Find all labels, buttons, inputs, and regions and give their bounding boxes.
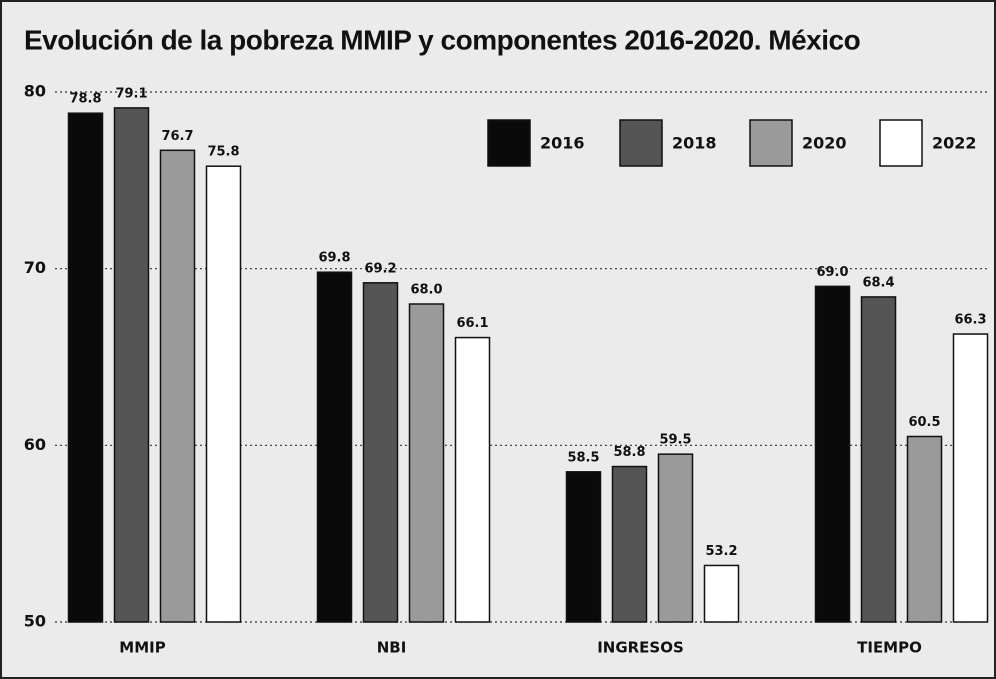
bar [611, 465, 648, 623]
value-label: 53.2 [705, 544, 737, 559]
value-label: 58.8 [613, 445, 645, 460]
value-label: 68.4 [862, 275, 894, 290]
y-tick-label: 80 [24, 82, 46, 101]
bar [159, 149, 196, 623]
x-tick-label: INGRESOS [597, 639, 684, 657]
y-tick-label: 50 [24, 612, 46, 631]
value-label: 69.8 [318, 251, 350, 266]
bar [408, 303, 445, 623]
bar [67, 112, 104, 623]
value-label: 60.5 [908, 415, 940, 430]
bar [205, 165, 242, 623]
legend-swatch [749, 119, 793, 167]
value-label: 59.5 [659, 433, 691, 448]
value-label: 69.2 [364, 261, 396, 276]
y-tick-label: 60 [24, 435, 46, 454]
bar [316, 271, 353, 623]
bar [906, 435, 943, 623]
legend-label: 2018 [672, 134, 717, 153]
value-label: 66.3 [954, 313, 986, 328]
value-label: 79.1 [115, 86, 147, 101]
bar [454, 336, 491, 623]
x-tick-label: MMIP [119, 639, 165, 657]
bar [657, 453, 694, 623]
y-tick-label: 70 [24, 258, 46, 277]
bar [362, 282, 399, 623]
bar [952, 333, 989, 623]
value-label: 66.1 [456, 316, 488, 331]
chart-title: Evolución de la pobreza MMIP y component… [24, 24, 861, 55]
value-label: 78.8 [69, 92, 101, 107]
bar [814, 285, 851, 623]
legend-label: 2022 [932, 134, 977, 153]
value-label: 76.7 [161, 129, 193, 144]
x-tick-label: NBI [377, 639, 407, 657]
legend-swatch [879, 119, 923, 167]
bar [113, 107, 150, 623]
bar [860, 296, 897, 623]
value-label: 75.8 [207, 145, 239, 160]
value-label: 68.0 [410, 283, 442, 298]
legend-swatch [619, 119, 663, 167]
x-tick-label: TIEMPO [857, 639, 922, 657]
legend-label: 2016 [540, 134, 585, 153]
bar [565, 471, 602, 623]
legend-label: 2020 [802, 134, 847, 153]
value-label: 69.0 [816, 265, 848, 280]
bar [703, 564, 740, 623]
legend-swatch [487, 119, 531, 167]
value-label: 58.5 [567, 450, 599, 465]
